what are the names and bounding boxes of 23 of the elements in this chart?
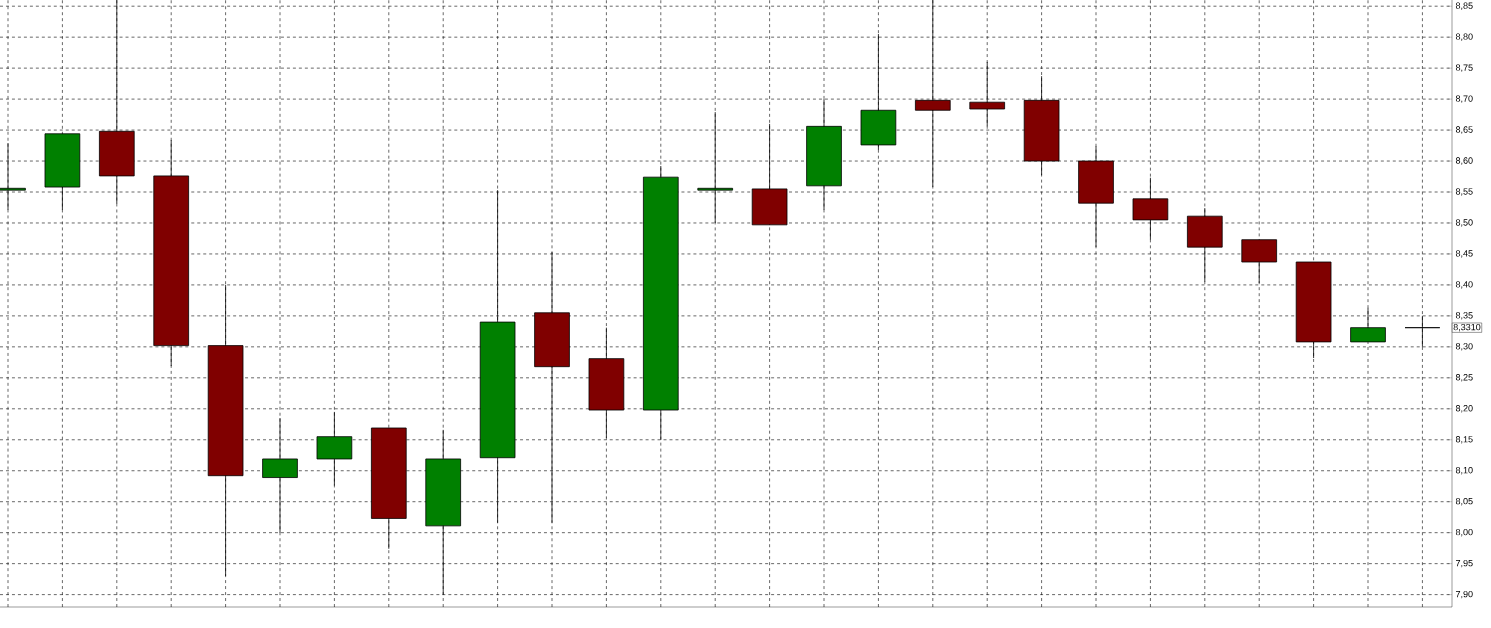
y-tick-label: 8,40 [1455, 281, 1473, 289]
y-tick-label: 8,50 [1455, 219, 1473, 227]
y-tick-label: 8,30 [1455, 343, 1473, 351]
y-tick-label: 8,45 [1455, 250, 1473, 258]
y-tick-label: 8,35 [1455, 312, 1473, 320]
y-tick-label: 8,20 [1455, 405, 1473, 413]
annotation: 8,3310 [1453, 323, 1481, 332]
y-tick-label: 8,60 [1455, 157, 1473, 165]
candlestick [697, 111, 734, 224]
y-tick-label: 8,70 [1455, 95, 1473, 103]
y-tick-label: 8,80 [1455, 33, 1473, 41]
y-tick-label: 8,75 [1455, 64, 1473, 72]
y-tick-label: 8,65 [1455, 126, 1473, 134]
y-tick-label: 7,90 [1456, 590, 1473, 599]
candlestick [969, 61, 1006, 127]
y-tick-label: 8,85 [1455, 2, 1473, 10]
y-tick-label: 8,55 [1455, 188, 1473, 196]
y-tick-label: 8,25 [1455, 374, 1473, 382]
y-tick-label: 8,05 [1455, 497, 1473, 506]
y-tick-label: 8,15 [1455, 436, 1473, 444]
y-tick-label: 8,10 [1455, 467, 1473, 475]
y-tick-label: 7,95 [1456, 559, 1473, 568]
y-tick-label: 8,00 [1455, 528, 1473, 537]
